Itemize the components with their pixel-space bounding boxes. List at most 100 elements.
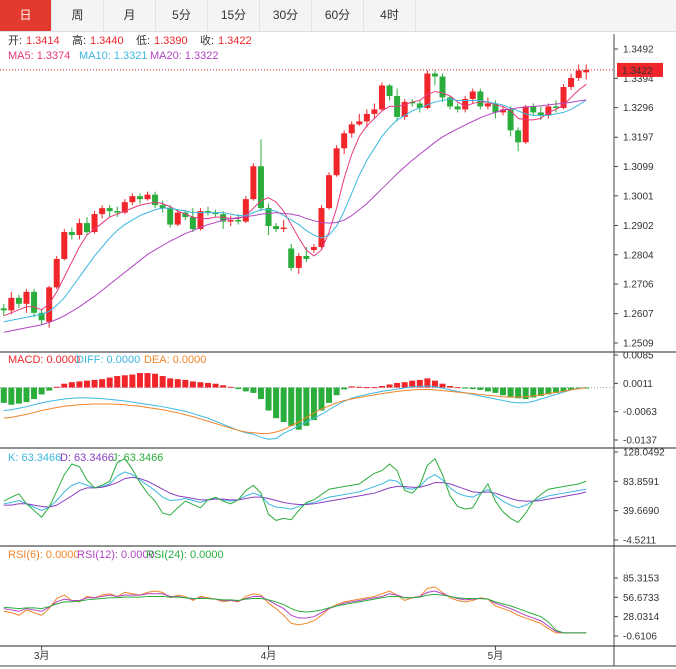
period-tab-bar: 日 周 月 5分 15分 30分 60分 4时 xyxy=(0,0,676,32)
candle-body xyxy=(575,70,582,79)
ma10-line xyxy=(3,98,587,323)
candle-body xyxy=(106,208,113,212)
macd-bar xyxy=(363,387,370,389)
candle-body xyxy=(99,208,106,215)
macd-bar xyxy=(99,379,106,388)
candle-body xyxy=(38,312,45,321)
kline-y-tick-label: 1.3197 xyxy=(623,133,654,144)
macd-bar xyxy=(83,380,90,388)
candle-body xyxy=(552,106,559,108)
kline-y-tick-label: 1.2706 xyxy=(623,280,654,291)
macd-legend-up: MACD: 0.0000 xyxy=(8,354,80,366)
candle-body xyxy=(356,121,363,125)
candle-body xyxy=(326,175,333,209)
candle-body xyxy=(15,297,22,304)
macd-bar xyxy=(477,387,484,390)
candle-body xyxy=(568,78,575,87)
macd-bar xyxy=(129,374,136,388)
tab-5min[interactable]: 5分 xyxy=(156,0,208,31)
d-line xyxy=(3,476,587,508)
candle-body xyxy=(197,211,204,230)
macd-legend-dea: DEA: 0.0000 xyxy=(144,354,206,366)
ohlc-value: 1.3414 xyxy=(26,35,60,47)
macd-bar xyxy=(46,387,53,391)
macd-bar xyxy=(8,387,15,405)
tab-4hour[interactable]: 4时 xyxy=(364,0,416,31)
candle-body xyxy=(462,98,469,110)
candle-body xyxy=(182,212,189,218)
ohlc-value: 1.3440 xyxy=(90,35,124,47)
candle-body xyxy=(159,205,166,209)
candle-body xyxy=(212,212,219,215)
macd-bar xyxy=(68,382,75,388)
macd-bar xyxy=(416,379,423,388)
candle-body xyxy=(424,73,431,108)
rsi12-line xyxy=(3,590,587,634)
ma20-line xyxy=(3,99,587,333)
ohlc-label: 收: xyxy=(200,33,214,47)
kline-y-tick-label: 1.3394 xyxy=(623,74,654,85)
kline-y-tick-label: 1.3296 xyxy=(623,103,654,114)
macd-bar xyxy=(53,386,60,388)
macd-bar xyxy=(545,387,552,395)
macd-bar xyxy=(530,387,537,398)
macd-bar xyxy=(220,385,227,388)
macd-bar xyxy=(484,387,491,392)
macd-bar xyxy=(189,381,196,388)
candle-body xyxy=(121,202,128,213)
candle-body xyxy=(167,208,174,225)
rsi-y-tick-label: -0.6106 xyxy=(623,632,657,643)
ohlc-label: 高: xyxy=(72,33,86,47)
macd-bar xyxy=(560,387,567,392)
macd-legend-dif: DIFF: 0.0000 xyxy=(76,354,140,366)
tab-30min[interactable]: 30分 xyxy=(260,0,312,31)
ma-legend-ma20: MA20: 1.3322 xyxy=(150,50,219,62)
macd-bar xyxy=(23,387,30,403)
kline-y-tick-label: 1.2607 xyxy=(623,309,654,320)
macd-bar xyxy=(507,387,514,398)
ohlc-value: 1.3422 xyxy=(218,35,252,47)
candle-body xyxy=(273,226,280,230)
candle-body xyxy=(152,194,159,206)
macd-bar xyxy=(250,387,257,393)
macd-bar xyxy=(235,387,242,390)
candle-body xyxy=(250,166,257,200)
candle-body xyxy=(265,208,272,227)
candle-body xyxy=(0,308,7,311)
candle-body xyxy=(454,106,461,110)
candle-body xyxy=(227,220,234,222)
macd-y-tick-label: -0.0137 xyxy=(623,436,657,447)
macd-bar xyxy=(424,378,431,388)
candle-body xyxy=(46,287,53,322)
macd-bar xyxy=(61,383,68,388)
macd-bar xyxy=(227,386,234,388)
tab-15min[interactable]: 15分 xyxy=(208,0,260,31)
rsi-legend-dea: RSI(6): 0.0000 xyxy=(8,549,80,561)
macd-bar xyxy=(114,376,121,388)
macd-bar xyxy=(439,383,446,388)
macd-bar xyxy=(492,387,499,393)
k-line xyxy=(3,471,587,511)
candle-body xyxy=(484,103,491,107)
macd-bar xyxy=(341,387,348,390)
macd-bar xyxy=(197,382,204,388)
macd-bar xyxy=(310,387,317,421)
candle-body xyxy=(242,199,249,222)
macd-bar xyxy=(167,378,174,388)
candle-body xyxy=(61,232,68,259)
tab-week[interactable]: 周 xyxy=(52,0,104,31)
last-price-tag xyxy=(617,62,663,77)
candle-body xyxy=(515,130,522,143)
candle-body xyxy=(439,76,446,98)
tab-month[interactable]: 月 xyxy=(104,0,156,31)
kline-y-tick-label: 1.2902 xyxy=(623,221,654,232)
candle-body xyxy=(401,101,408,117)
kdj-y-tick-label: 128.0492 xyxy=(623,448,665,459)
candle-body xyxy=(447,97,454,107)
ma-legend-ma10: MA10: 1.3321 xyxy=(79,50,148,62)
candle-body xyxy=(220,214,227,222)
candle-body xyxy=(288,248,295,268)
tab-day[interactable]: 日 xyxy=(0,0,52,31)
tab-60min[interactable]: 60分 xyxy=(312,0,364,31)
